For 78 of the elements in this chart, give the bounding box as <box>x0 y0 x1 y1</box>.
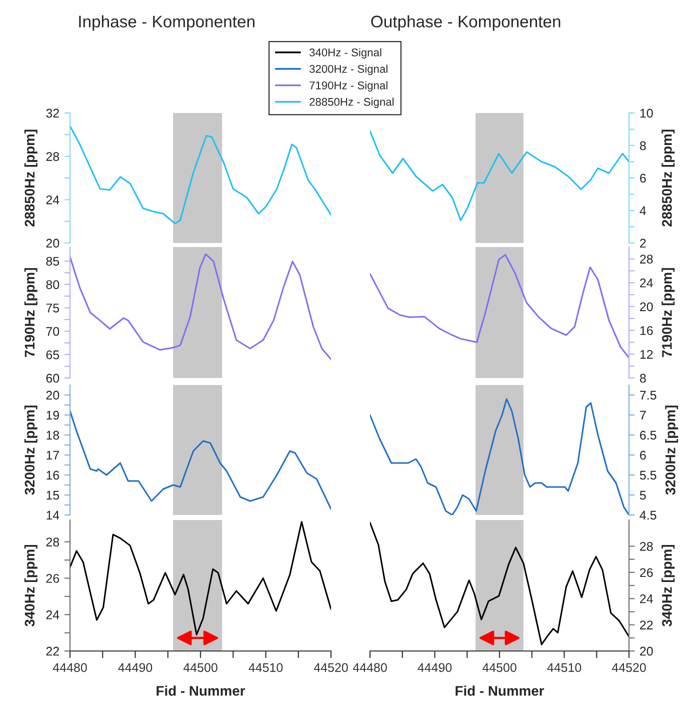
y-tick-label: 28 <box>46 538 60 546</box>
y-tick-label: 70 <box>46 327 60 336</box>
line-series <box>70 253 331 360</box>
x-tick-label: 44490 <box>418 663 452 672</box>
y-tick-label: 15 <box>46 490 60 500</box>
x-tick-label: 44490 <box>118 663 152 672</box>
y-tick-label: 28 <box>46 152 60 161</box>
y2-tick-label: 20 <box>640 302 653 312</box>
y-tick-label: 22 <box>46 646 59 656</box>
y2-tick-label: 7 <box>640 410 646 420</box>
y-tick-label: 17 <box>46 450 59 460</box>
y2-axis-title: 340Hz [ppm] <box>662 544 675 626</box>
y2-axis-title: 3200Hz [ppm] <box>665 406 678 495</box>
x-tick-label: 44510 <box>547 663 582 672</box>
x-tick-label: 44520 <box>612 663 646 672</box>
y2-tick-label: 4.5 <box>640 510 656 520</box>
y2-axis-title: 28850Hz [ppm] <box>662 130 675 227</box>
y-tick-label: 26 <box>46 574 60 583</box>
x-tick-label: 44480 <box>352 663 387 672</box>
line-series <box>70 410 331 510</box>
y2-tick-label: 8 <box>640 141 646 150</box>
y2-tick-label: 2 <box>640 238 646 248</box>
legend-label: 28850Hz - Signal <box>310 98 394 108</box>
line-series <box>370 254 629 359</box>
y2-tick-label: 5 <box>640 490 646 500</box>
x-axis-title: Fid - Nummer <box>456 686 544 696</box>
y-tick-label: 75 <box>46 304 60 312</box>
y2-tick-label: 20 <box>640 646 653 656</box>
legend-label: 7190Hz - Signal <box>310 81 388 92</box>
x-tick-label: 44510 <box>248 663 283 672</box>
y-tick-label: 16 <box>46 470 60 480</box>
y2-tick-label: 26 <box>640 568 653 578</box>
y2-tick-label: 5.5 <box>640 470 656 480</box>
y-tick-label: 19 <box>46 410 59 420</box>
y-tick-label: 24 <box>46 610 60 620</box>
line-series <box>370 398 629 515</box>
x-tick-label: 44500 <box>183 663 218 672</box>
y2-tick-label: 7.5 <box>640 390 656 400</box>
y2-tick-label: 6 <box>640 174 646 183</box>
chart-title: Outphase - Komponenten <box>371 15 560 31</box>
y-axis-title: 7190Hz [ppm] <box>24 268 38 358</box>
y-tick-label: 32 <box>46 108 59 118</box>
x-tick-label: 44520 <box>314 663 348 672</box>
y-tick-label: 14 <box>46 510 60 520</box>
y-tick-label: 24 <box>46 195 60 204</box>
line-series <box>370 522 629 646</box>
y2-tick-label: 24 <box>640 594 653 604</box>
y-tick-label: 20 <box>46 238 60 248</box>
y-tick-label: 20 <box>46 390 60 400</box>
y-tick-label: 85 <box>46 256 60 266</box>
x-tick-label: 44500 <box>482 663 516 672</box>
line-series <box>70 125 331 224</box>
y2-tick-label: 12 <box>640 350 653 359</box>
y2-tick-label: 4 <box>640 206 646 216</box>
y2-tick-label: 16 <box>640 326 653 336</box>
chart-title: Inphase - Komponenten <box>79 15 254 31</box>
legend-label: 340Hz - Signal <box>309 48 382 59</box>
y2-tick-label: 8 <box>640 374 646 383</box>
y2-tick-label: 24 <box>640 278 653 288</box>
y-tick-label: 18 <box>46 430 60 440</box>
y2-tick-label: 10 <box>640 108 653 118</box>
y-tick-label: 60 <box>46 374 60 383</box>
y2-axis-title: 7190Hz [ppm] <box>662 268 675 358</box>
legend-label: 3200Hz - Signal <box>309 64 388 76</box>
line-series <box>370 130 629 222</box>
y2-tick-label: 6 <box>640 450 646 460</box>
y-tick-label: 65 <box>46 350 60 360</box>
y-axis-title: 28850Hz [ppm] <box>24 130 38 227</box>
y2-tick-label: 28 <box>640 254 653 264</box>
line-series <box>70 521 331 636</box>
y2-tick-label: 6.5 <box>640 430 656 440</box>
y-axis-title: 340Hz [ppm] <box>24 544 38 626</box>
x-tick-label: 44480 <box>52 663 87 672</box>
y-tick-label: 80 <box>46 280 60 290</box>
y2-tick-label: 22 <box>640 620 653 630</box>
x-axis-title: Fid - Nummer <box>156 686 246 696</box>
y2-tick-label: 28 <box>640 542 653 551</box>
y-axis-title: 3200Hz [ppm] <box>24 406 38 495</box>
